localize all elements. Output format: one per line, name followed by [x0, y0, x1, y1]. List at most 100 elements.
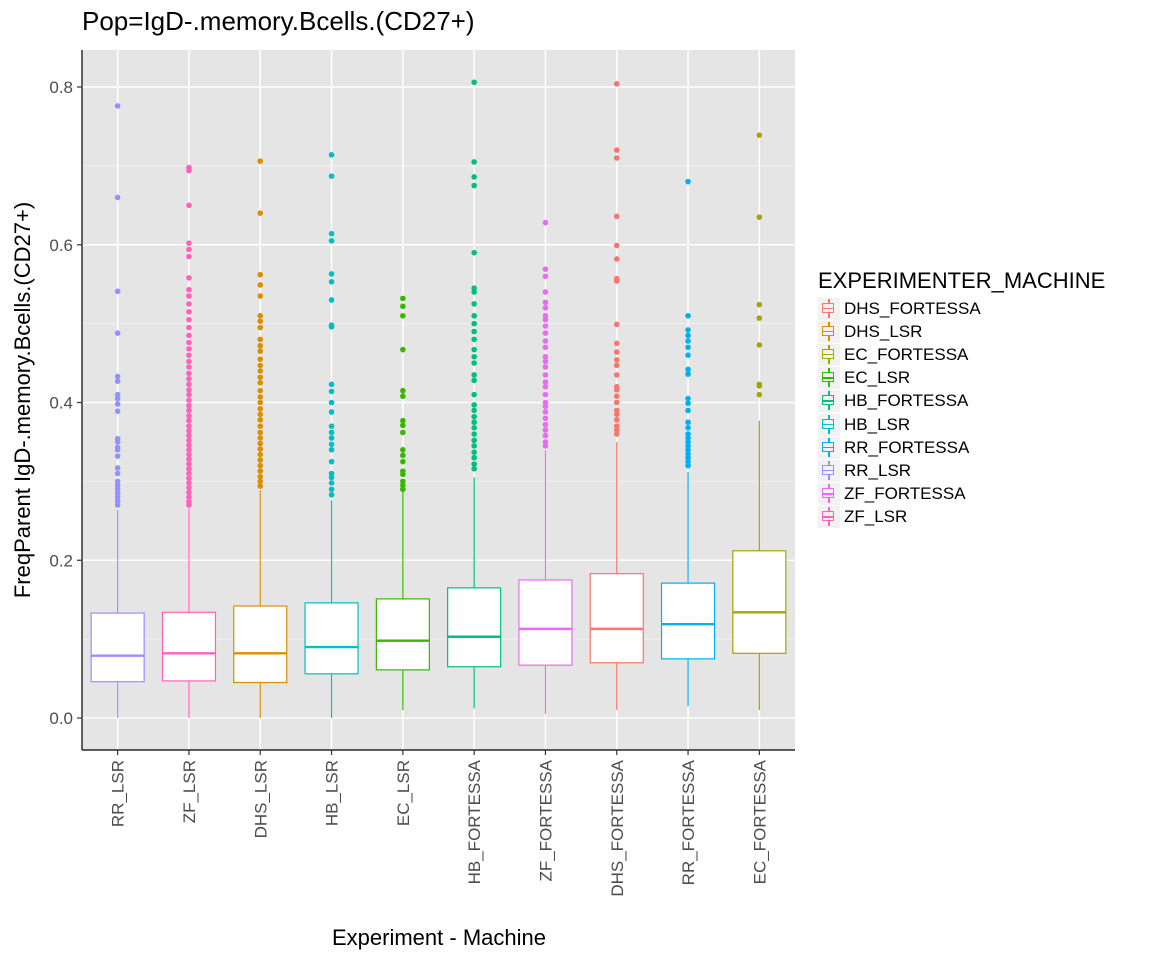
- outlier-point: [613, 431, 620, 437]
- outlier-point: [400, 458, 406, 465]
- outlier-point: [257, 324, 264, 331]
- outlier-point: [186, 316, 192, 323]
- outlier-point: [257, 394, 264, 400]
- box-EC_FORTESSA: [732, 132, 787, 711]
- y-tick-label: 0.4: [49, 394, 73, 413]
- x-tick-label: ZF_FORTESSA: [536, 759, 555, 881]
- outlier-point: [257, 446, 264, 452]
- x-tick-label: DHS_FORTESSA: [608, 759, 627, 896]
- outlier-point: [756, 132, 763, 138]
- outlier-point: [186, 437, 192, 444]
- outlier-point: [471, 320, 477, 327]
- outlier-point: [542, 427, 549, 433]
- outlier-point: [257, 406, 264, 412]
- outlier-point: [613, 147, 620, 153]
- outlier-point: [471, 431, 477, 437]
- outlier-point: [328, 441, 335, 448]
- outlier-point: [186, 413, 192, 419]
- outlier-point: [613, 362, 620, 369]
- outlier-point: [613, 81, 620, 87]
- outlier-point: [542, 379, 549, 385]
- outlier-point: [471, 301, 477, 307]
- outlier-point: [186, 489, 192, 496]
- outlier-point: [328, 474, 335, 481]
- outlier-point: [186, 370, 192, 377]
- outlier-point: [685, 458, 691, 465]
- outlier-point: [471, 372, 477, 378]
- outlier-point: [685, 327, 691, 333]
- outlier-point: [186, 502, 192, 508]
- outlier-point: [471, 353, 477, 360]
- outlier-point: [257, 348, 264, 355]
- outlier-point: [114, 373, 121, 380]
- outlier-point: [685, 450, 691, 457]
- legend-key: [818, 506, 840, 529]
- outlier-point: [328, 388, 335, 395]
- outlier-point: [542, 364, 549, 370]
- box-iqr: [589, 573, 644, 664]
- outlier-point: [471, 402, 477, 408]
- outlier-point: [186, 432, 192, 439]
- outlier-point: [471, 312, 477, 319]
- outlier-point: [685, 312, 691, 319]
- outlier-point: [186, 451, 192, 458]
- outlier-point: [114, 330, 121, 336]
- outlier-point: [471, 391, 477, 398]
- outlier-point: [186, 358, 192, 365]
- outlier-point: [685, 178, 691, 185]
- outlier-point: [756, 383, 763, 389]
- legend-item: EC_LSR: [818, 367, 981, 390]
- box-iqr: [660, 582, 716, 660]
- outlier-point: [471, 407, 477, 414]
- outlier-point: [542, 316, 549, 323]
- legend-label: EC_LSR: [844, 368, 911, 388]
- outlier-point: [257, 362, 264, 369]
- outlier-point: [471, 419, 477, 426]
- outlier-point: [756, 342, 763, 348]
- outlier-point: [114, 486, 121, 493]
- outlier-point: [114, 378, 121, 385]
- outlier-point: [400, 346, 406, 353]
- outlier-point: [114, 395, 121, 402]
- y-tick-label: 0.6: [49, 236, 73, 255]
- box-iqr: [304, 602, 359, 675]
- outlier-point: [542, 399, 549, 406]
- outlier-point: [542, 338, 549, 344]
- outlier-point: [114, 482, 121, 489]
- outlier-point: [542, 403, 549, 410]
- outlier-point: [400, 422, 406, 429]
- chart-title: Pop=IgD-.memory.Bcells.(CD27+): [82, 6, 475, 36]
- legend-label: ZF_LSR: [844, 507, 908, 527]
- box-DHS_LSR: [233, 158, 288, 718]
- outlier-point: [186, 376, 192, 382]
- outlier-point: [257, 435, 264, 441]
- x-tick-label: ZF_LSR: [180, 760, 199, 823]
- box-iqr: [375, 598, 430, 671]
- outlier-point: [328, 470, 335, 477]
- outlier-point: [186, 465, 192, 472]
- outlier-point: [542, 383, 549, 390]
- outlier-point: [613, 387, 620, 393]
- outlier-point: [613, 393, 620, 399]
- outlier-point: [114, 465, 121, 471]
- y-tick-label: 0.8: [49, 78, 73, 97]
- x-tick-label: EC_LSR: [394, 760, 413, 826]
- outlier-point: [186, 494, 192, 500]
- outlier-point: [542, 305, 549, 311]
- outlier-point: [542, 219, 549, 226]
- outlier-point: [114, 502, 121, 508]
- outlier-point: [328, 435, 335, 441]
- outlier-point: [257, 423, 264, 429]
- outlier-point: [186, 475, 192, 482]
- outlier-point: [257, 457, 264, 463]
- outlier-point: [186, 293, 192, 299]
- outlier-point: [756, 301, 763, 308]
- legend-item: RR_LSR: [818, 459, 981, 482]
- outlier-point: [542, 443, 549, 449]
- outlier-point: [257, 293, 264, 299]
- outlier-point: [328, 491, 335, 498]
- outlier-point: [328, 447, 335, 453]
- outlier-point: [114, 498, 121, 504]
- outlier-point: [471, 437, 477, 444]
- outlier-point: [257, 483, 264, 489]
